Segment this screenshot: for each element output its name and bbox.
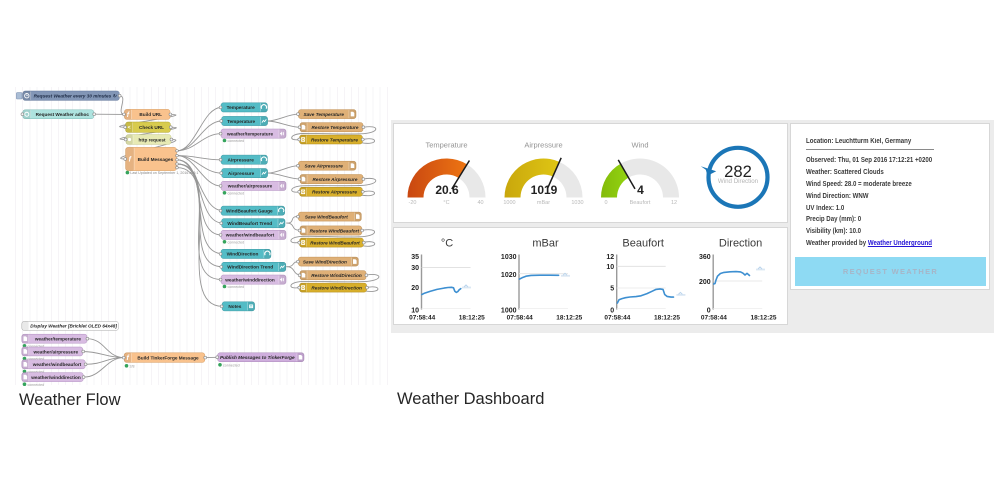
svg-text:10: 10: [606, 264, 614, 271]
svg-text:Restore Airpressure: Restore Airpressure: [313, 177, 358, 182]
svg-text:Temperature: Temperature: [425, 141, 467, 150]
svg-text:connected: connected: [228, 139, 245, 143]
svg-text:Restore WindBeaufort: Restore WindBeaufort: [310, 240, 360, 245]
svg-text:WindBeaufort Gauge: WindBeaufort Gauge: [226, 209, 273, 214]
svg-text:0: 0: [707, 307, 711, 314]
svg-text:282: 282: [724, 162, 752, 181]
svg-text:Request Weather adhoc: Request Weather adhoc: [36, 112, 90, 117]
svg-text:Build URL: Build URL: [139, 112, 162, 117]
svg-text:f: f: [127, 112, 130, 119]
svg-text:mBar: mBar: [532, 238, 559, 250]
svg-text:Request Weather every 30 minut: Request Weather every 30 minutes ↻: [34, 94, 118, 99]
svg-text:Airpressure: Airpressure: [228, 158, 255, 163]
svg-text:connected: connected: [28, 370, 45, 374]
svg-text:Restore WindDirection: Restore WindDirection: [311, 285, 362, 290]
svg-text:Build Messages: Build Messages: [138, 157, 174, 162]
svg-text:1020: 1020: [501, 272, 517, 279]
svg-text:WindDirection Trend: WindDirection Trend: [227, 265, 273, 270]
svg-text:Save WindDirection: Save WindDirection: [303, 259, 347, 264]
svg-text:20: 20: [411, 285, 419, 292]
svg-text:Save Temperature: Save Temperature: [303, 112, 344, 117]
svg-text:f: f: [129, 157, 132, 164]
svg-text:07:58:44: 07:58:44: [507, 315, 533, 322]
svg-text:weather/airpressure: weather/airpressure: [227, 184, 273, 189]
svg-text:Wind: Wind: [631, 141, 648, 150]
svg-text:Restore Temperature: Restore Temperature: [312, 125, 359, 130]
svg-text:connected: connected: [28, 344, 45, 348]
svg-text:Notes: Notes: [228, 304, 241, 309]
svg-text:f: f: [127, 355, 130, 362]
svg-text:18:12:25: 18:12:25: [750, 315, 776, 322]
svg-text:4: 4: [637, 183, 644, 197]
svg-text:connected: connected: [28, 383, 45, 387]
svg-text:weather/winddirection: weather/winddirection: [224, 277, 275, 282]
svg-text:Last Updated on September 1, 2: Last Updated on September 1, 2016 at 6:1: [130, 171, 198, 175]
svg-text:Wind Direction: Wind Direction: [718, 178, 759, 185]
svg-text:°C: °C: [443, 200, 449, 206]
svg-text:<: <: [128, 125, 131, 131]
svg-text:07:58:44: 07:58:44: [409, 315, 435, 322]
svg-text:-20: -20: [409, 200, 417, 206]
svg-text:mBar: mBar: [537, 200, 550, 206]
svg-text:Save Airpressure: Save Airpressure: [305, 164, 344, 169]
svg-text:Check URL: Check URL: [139, 125, 164, 130]
svg-text:Direction: Direction: [719, 238, 762, 250]
svg-text:Display Weather [Bricklet OLED: Display Weather [Bricklet OLED 64x48]: [30, 324, 117, 329]
svg-text:30: 30: [411, 265, 419, 272]
svg-text:Restore WindBeaufort: Restore WindBeaufort: [310, 228, 360, 233]
svg-text:weather/temperature: weather/temperature: [34, 337, 82, 342]
svg-text:1030: 1030: [571, 200, 583, 206]
svg-text:WindBeaufort Trend: WindBeaufort Trend: [227, 221, 272, 226]
svg-text:Airpressure: Airpressure: [228, 171, 255, 176]
svg-text:weather/temperature: weather/temperature: [226, 131, 274, 136]
svg-text:weather/windbeaufort: weather/windbeaufort: [32, 362, 82, 367]
svg-text:weather/airpressure: weather/airpressure: [33, 349, 79, 354]
svg-text:2/8: 2/8: [130, 364, 135, 368]
svg-text:07:58:44: 07:58:44: [604, 315, 630, 322]
svg-text:Beaufort: Beaufort: [630, 200, 651, 206]
svg-text:connected: connected: [228, 285, 245, 289]
svg-text:Save WindBeaufort: Save WindBeaufort: [305, 214, 348, 219]
svg-text:Temperature: Temperature: [227, 119, 255, 124]
svg-text:connected: connected: [28, 357, 45, 361]
svg-text:1019: 1019: [531, 183, 558, 197]
svg-text:40: 40: [477, 200, 483, 206]
svg-text:Airpressure: Airpressure: [524, 141, 562, 150]
svg-text:Temperature: Temperature: [227, 105, 255, 110]
svg-text:1030: 1030: [501, 254, 517, 261]
svg-text:connected: connected: [228, 191, 245, 195]
svg-text:20.6: 20.6: [435, 183, 459, 197]
svg-text:weather/winddirection: weather/winddirection: [30, 375, 81, 380]
svg-text:10: 10: [411, 307, 419, 314]
svg-text:12: 12: [606, 254, 614, 261]
svg-text:WindDirection: WindDirection: [227, 252, 259, 257]
svg-text:Build TinkerForge Message: Build TinkerForge Message: [137, 355, 199, 360]
svg-text:18:12:25: 18:12:25: [459, 315, 485, 322]
svg-text:connected: connected: [228, 240, 245, 244]
svg-text:1000: 1000: [501, 307, 517, 314]
svg-text:Restore Temperature: Restore Temperature: [311, 137, 358, 142]
svg-text:Restore WindDirection: Restore WindDirection: [311, 273, 362, 278]
svg-text:12: 12: [671, 200, 677, 206]
svg-text:18:12:25: 18:12:25: [556, 315, 582, 322]
svg-text:weather/windbeaufort: weather/windbeaufort: [225, 233, 275, 238]
svg-text:35: 35: [411, 254, 419, 261]
svg-text:http request: http request: [138, 137, 166, 142]
svg-text:connected: connected: [223, 363, 240, 367]
svg-text:07:58:44: 07:58:44: [701, 315, 727, 322]
svg-text:Publish Messages to TinkerForg: Publish Messages to TinkerForge: [220, 355, 295, 360]
svg-text:200: 200: [699, 279, 711, 286]
svg-text:5: 5: [610, 286, 614, 293]
svg-text:360: 360: [699, 254, 711, 261]
svg-text:°C: °C: [441, 238, 453, 250]
svg-text:0: 0: [610, 307, 614, 314]
svg-text:0: 0: [604, 200, 607, 206]
svg-text:Restore Airpressure: Restore Airpressure: [312, 190, 357, 195]
svg-text:Beaufort: Beaufort: [622, 238, 664, 250]
svg-text:18:12:25: 18:12:25: [654, 315, 680, 322]
svg-text:1000: 1000: [503, 200, 515, 206]
